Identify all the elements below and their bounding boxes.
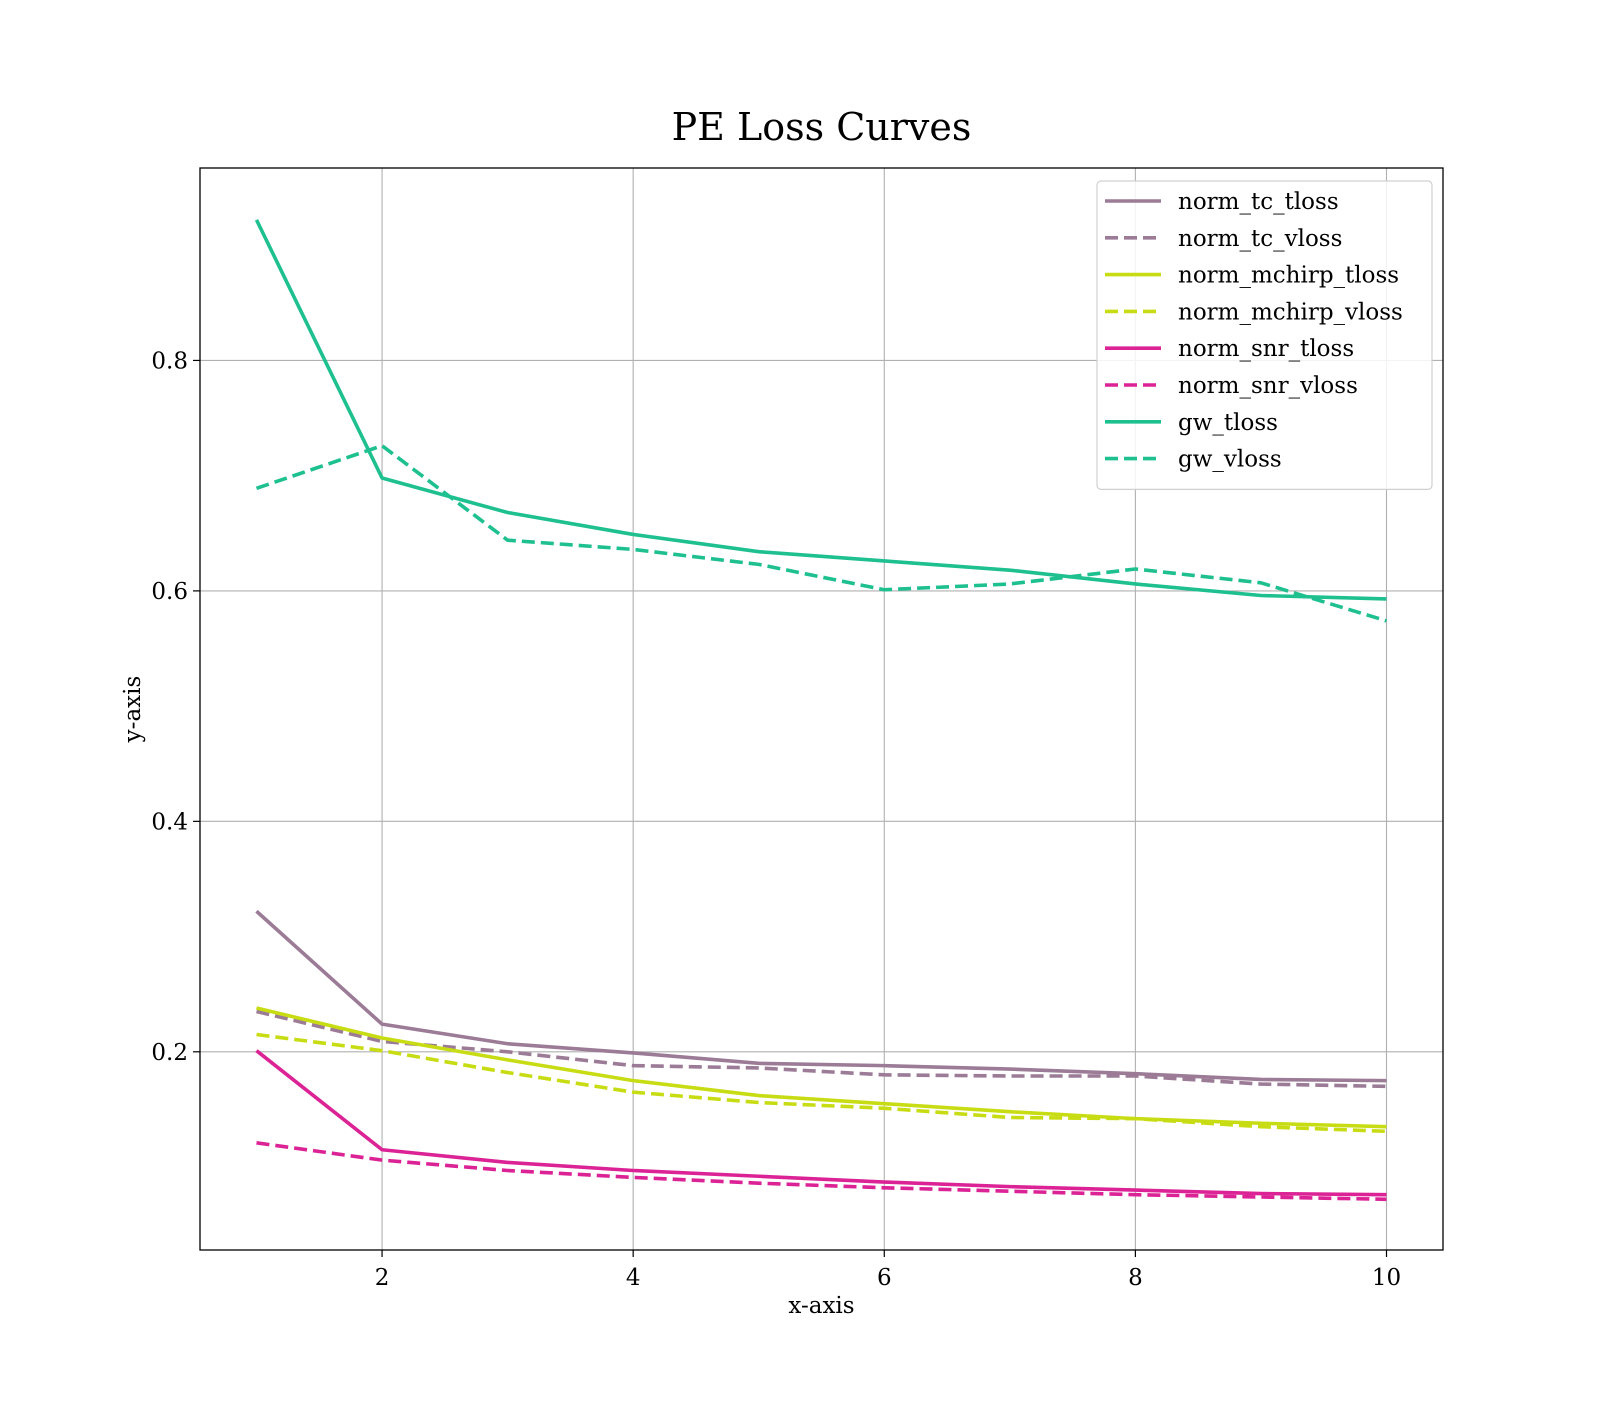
legend-label: norm_mchirp_tloss (1178, 263, 1399, 289)
y-tick-label: 0.4 (151, 809, 188, 835)
x-tick-label: 8 (1128, 1265, 1143, 1291)
series-line-norm-snr-tloss (255, 1049, 1387, 1197)
x-tick-label: 10 (1372, 1265, 1401, 1291)
axis-ticks: 2 4 6 8 10 0.2 0.4 0.6 0.8 (151, 348, 1401, 1291)
legend-label: norm_snr_vloss (1178, 373, 1358, 399)
series-lines (254, 219, 1388, 1202)
y-axis-label: y-axis (120, 676, 146, 744)
legend-label: norm_tc_vloss (1178, 226, 1342, 252)
x-axis-label: x-axis (788, 1293, 854, 1319)
y-tick-label: 0.2 (151, 1040, 188, 1066)
y-tick-label: 0.8 (151, 348, 188, 374)
legend-label: norm_snr_tloss (1178, 336, 1354, 362)
legend: norm_tc_tloss norm_tc_vloss norm_mchirp_tl… (1096, 180, 1433, 490)
legend-box (1096, 180, 1433, 490)
x-tick-label: 6 (877, 1265, 892, 1291)
x-tick-label: 4 (626, 1265, 641, 1291)
series-line-norm-tc-tloss (255, 909, 1387, 1083)
legend-label: norm_mchirp_vloss (1178, 299, 1403, 325)
legend-label: norm_tc_tloss (1178, 189, 1339, 215)
y-tick-label: 0.6 (151, 579, 188, 605)
series-line-gw-tloss (254, 219, 1387, 601)
plot-frame (199, 167, 1444, 1251)
chart-title: PE Loss Curves (672, 105, 972, 149)
series-line-norm-snr-vloss (256, 1141, 1387, 1202)
series-line-norm-mchirp-vloss (256, 1032, 1387, 1134)
x-tick-label: 2 (375, 1265, 390, 1291)
series-line-norm-mchirp-tloss (256, 1006, 1387, 1129)
series-line-gw-vloss (255, 443, 1388, 623)
series-line-norm-tc-vloss (256, 1009, 1387, 1089)
legend-label: gw_vloss (1178, 447, 1282, 473)
legend-label: gw_tloss (1178, 410, 1278, 436)
legend-entries: norm_tc_tloss norm_tc_vloss norm_mchirp_tl… (1105, 189, 1403, 473)
